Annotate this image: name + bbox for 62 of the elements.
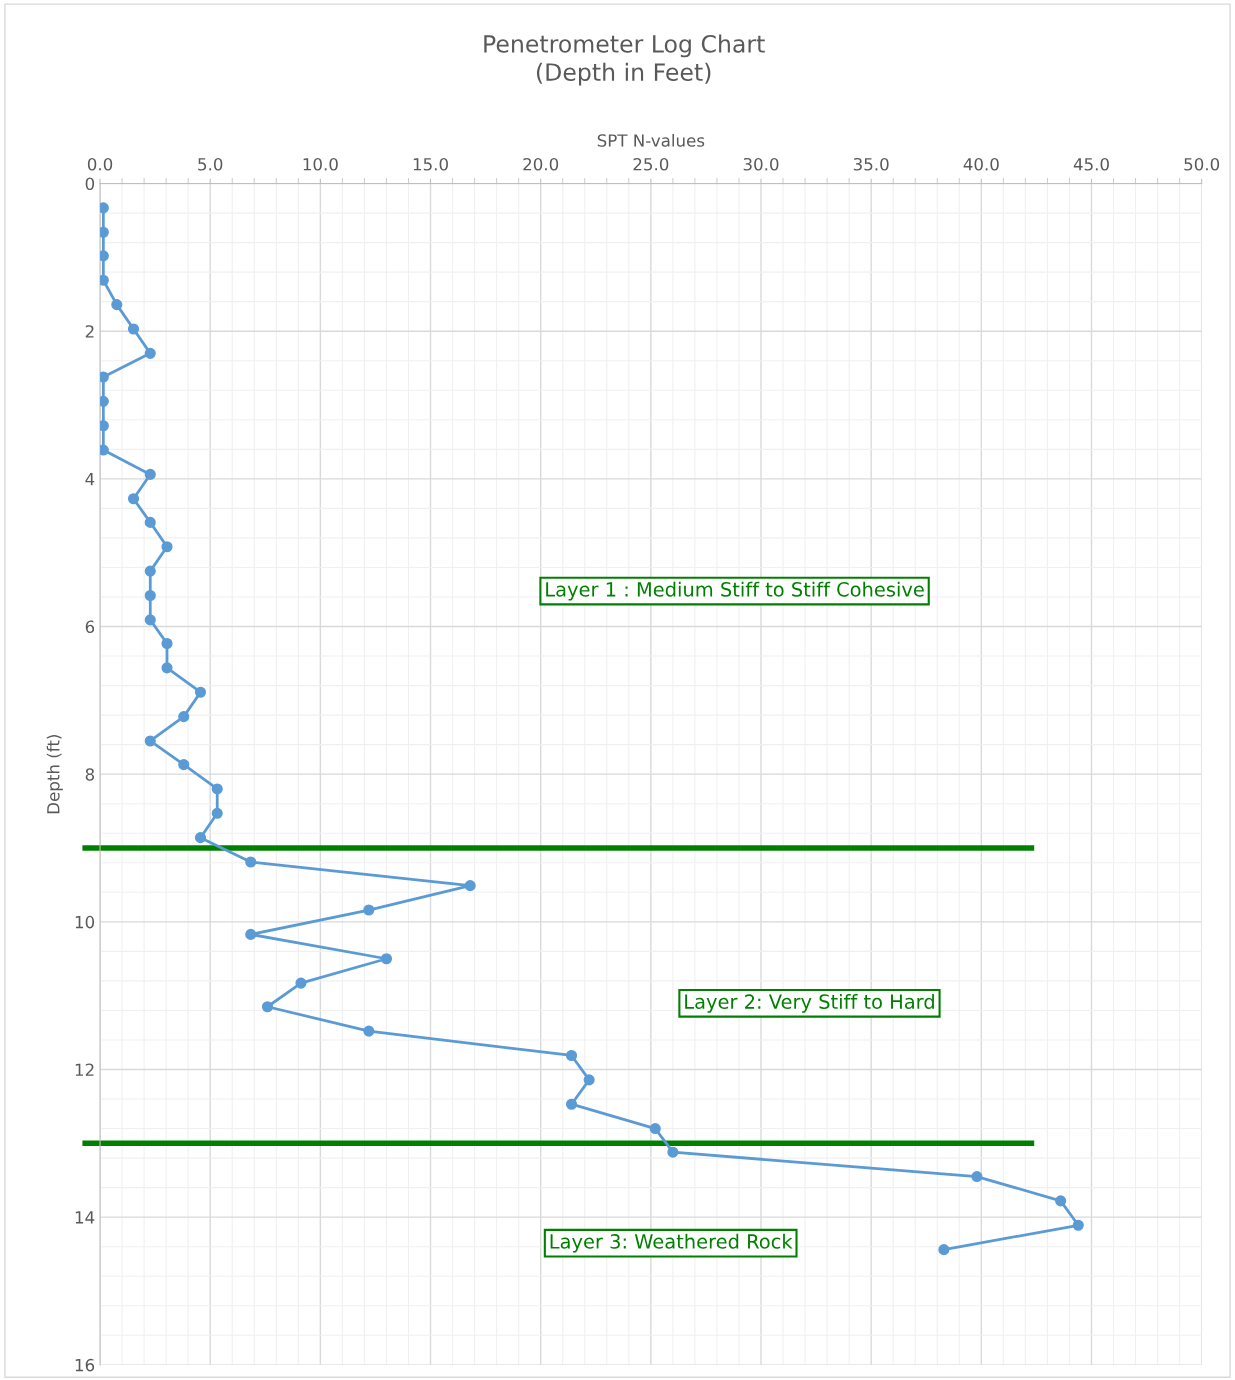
point	[161, 541, 173, 553]
point	[667, 1146, 679, 1158]
point	[649, 1123, 661, 1135]
point	[245, 856, 257, 868]
point	[178, 711, 190, 723]
annotation: Layer 2: Very Stiff to Hard	[685, 993, 934, 1013]
point	[144, 468, 156, 480]
y-tick-label: 14	[75, 1211, 95, 1224]
point	[1072, 1219, 1084, 1231]
point	[583, 1074, 595, 1086]
y-axis-title: Depth (ft)	[46, 735, 63, 814]
y-tick-label: 16	[75, 1358, 95, 1372]
x-tick-label: 5.0	[198, 157, 223, 171]
point	[194, 686, 207, 698]
point	[127, 493, 140, 505]
point	[144, 589, 156, 602]
point	[161, 637, 173, 650]
point	[261, 1001, 274, 1013]
x-tick-label: 40.0	[963, 157, 999, 171]
point	[144, 735, 156, 747]
x-tick-label: 45.0	[1073, 157, 1109, 171]
x-tick-label: 0.0	[87, 157, 113, 171]
point	[938, 1244, 950, 1256]
x-tick-label: 25.0	[633, 157, 669, 171]
y-tick-label: 4	[85, 473, 95, 486]
point	[971, 1170, 983, 1183]
point	[111, 299, 123, 311]
point	[565, 1098, 578, 1110]
annotation: Layer 1 : Medium Stiff to Stiff Cohesive	[546, 581, 924, 601]
point	[127, 323, 140, 335]
y-tick-label: 6	[85, 620, 95, 634]
y-tick-label: 2	[85, 325, 94, 338]
y-tick-label: 8	[85, 768, 95, 781]
x-tick-label: 30.0	[743, 157, 779, 171]
point	[178, 759, 190, 771]
point	[144, 516, 156, 528]
x-tick-label: 10.0	[303, 157, 338, 171]
chart-title: Penetrometer Log Chart (Depth in Feet)	[484, 34, 765, 86]
point	[363, 904, 375, 916]
point	[245, 928, 257, 940]
point	[363, 1025, 375, 1037]
point	[144, 565, 156, 577]
y-tick-label: 10	[75, 915, 95, 929]
point	[380, 953, 393, 965]
point	[565, 1049, 578, 1062]
point	[161, 662, 173, 674]
point	[464, 880, 476, 892]
point	[211, 783, 223, 795]
y-tick-label: 0	[85, 177, 95, 191]
annotation: Layer 3: Weathered Rock	[550, 1233, 793, 1253]
x-tick-label: 50.0	[1184, 157, 1220, 171]
point	[295, 977, 307, 989]
x-axis-title: SPT N-values	[597, 133, 705, 147]
y-tick-label: 12	[75, 1063, 94, 1076]
x-tick-label: 20.0	[523, 157, 559, 171]
point	[194, 832, 207, 844]
point	[144, 347, 156, 359]
x-tick-label: 15.0	[413, 157, 448, 171]
point	[1055, 1195, 1067, 1207]
point	[211, 807, 223, 819]
x-tick-label: 35.0	[853, 157, 889, 171]
point	[144, 614, 156, 626]
